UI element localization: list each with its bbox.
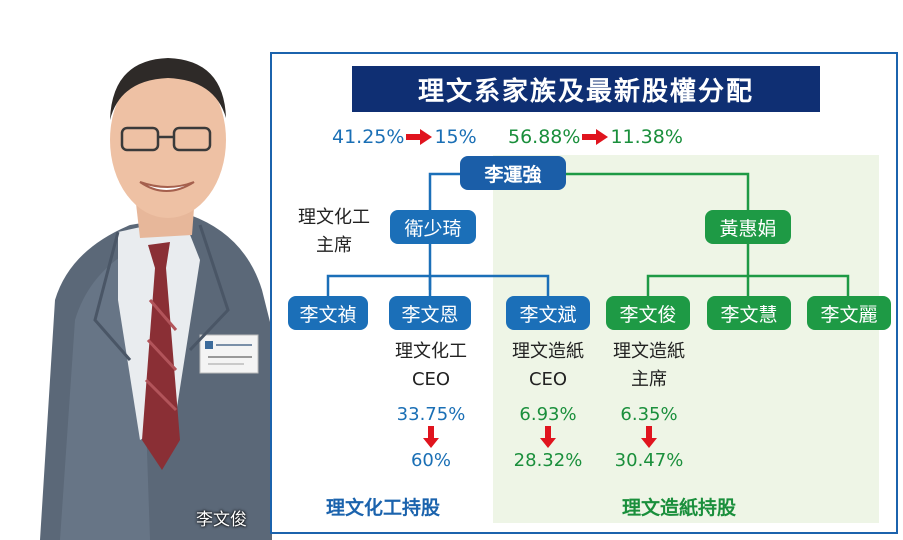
- node-child-1: 李文禎: [288, 296, 368, 330]
- spouse-1-role: 理文化工 主席: [298, 204, 370, 260]
- down-arrow-icon: [423, 426, 439, 448]
- child-4-role: 理文造紙 主席: [604, 338, 694, 394]
- right-arrow-icon: [582, 129, 609, 145]
- root-stake-left: 41.25% 15%: [332, 126, 477, 148]
- root-stake-left-before: 41.25%: [332, 126, 405, 148]
- root-stake-right-before: 56.88%: [508, 126, 581, 148]
- node-child-4: 李文俊: [606, 296, 690, 330]
- node-root: 李運強: [460, 156, 566, 190]
- child-4-role-line1: 理文造紙: [613, 341, 685, 362]
- footer-right-label: 理文造紙持股: [622, 497, 737, 519]
- node-child-5: 李文慧: [707, 296, 791, 330]
- child-2-role-line1: 理文化工: [395, 341, 467, 362]
- child-2-role-line2: CEO: [411, 369, 451, 390]
- child-4-role-line2: 主席: [631, 369, 667, 390]
- child-2-stake-after: 60%: [410, 450, 451, 471]
- right-arrow-icon: [406, 129, 433, 145]
- node-spouse-2: 黃惠娟: [705, 210, 791, 244]
- spouse-1-role-line1: 理文化工: [298, 207, 370, 228]
- footer-left-label: 理文化工持股: [326, 497, 441, 519]
- root-stake-right: 56.88% 11.38%: [508, 126, 683, 148]
- portrait-photo: 李文俊: [0, 0, 272, 540]
- node-child-2: 李文恩: [389, 296, 471, 330]
- child-3-role: 理文造紙 CEO: [503, 338, 593, 394]
- child-3-role-line2: CEO: [528, 369, 568, 390]
- child-3-role-line1: 理文造紙: [512, 341, 584, 362]
- spouse-1-role-line2: 主席: [316, 235, 352, 256]
- portrait-illustration: [0, 0, 272, 540]
- child-2-role: 理文化工 CEO: [386, 338, 476, 394]
- diagram-title: 理文系家族及最新股權分配: [352, 66, 820, 112]
- child-3-stake-before: 6.93%: [519, 404, 577, 425]
- node-spouse-1: 衛少琦: [390, 210, 476, 244]
- root-stake-right-after: 11.38%: [610, 126, 683, 148]
- down-arrow-icon: [641, 426, 657, 448]
- child-4-stake-after: 30.47%: [614, 450, 684, 471]
- photo-caption: 李文俊: [196, 510, 247, 530]
- green-shareholding-region: [493, 155, 879, 523]
- node-child-3: 李文斌: [506, 296, 590, 330]
- down-arrow-icon: [540, 426, 556, 448]
- node-child-6: 李文麗: [807, 296, 891, 330]
- child-4-stake-before: 6.35%: [620, 404, 678, 425]
- child-3-stake-after: 28.32%: [513, 450, 583, 471]
- child-2-stake-before: 33.75%: [396, 404, 466, 425]
- root-stake-left-after: 15%: [434, 126, 477, 148]
